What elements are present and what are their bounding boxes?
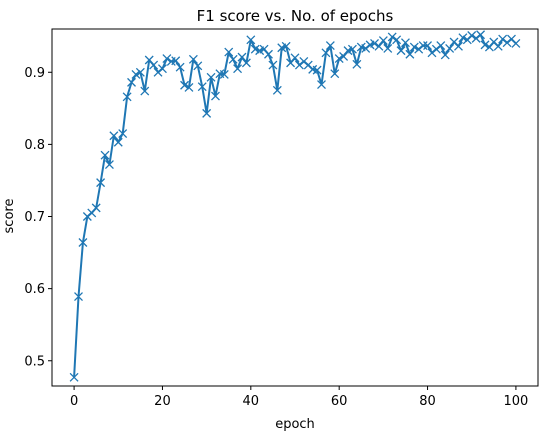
y-tick-label: 0.5 [24, 354, 45, 369]
data-point-marker [321, 48, 331, 58]
data-point-marker [493, 41, 503, 51]
data-point-marker [409, 42, 419, 52]
series-line [73, 33, 517, 378]
x-tick-label: 100 [503, 394, 528, 409]
data-point-marker [91, 203, 101, 213]
x-axis-label: epoch [275, 417, 315, 432]
data-point-marker [74, 292, 83, 302]
data-point-marker [476, 30, 486, 40]
data-point-marker [370, 38, 379, 48]
data-point-marker [352, 59, 362, 69]
data-point-marker [157, 64, 167, 74]
x-tick-label: 20 [154, 394, 171, 409]
data-point-marker [122, 92, 132, 102]
data-point-marker [193, 61, 203, 71]
data-point-marker [109, 131, 119, 141]
data-point-marker [113, 137, 123, 147]
x-tick-label: 60 [331, 394, 348, 409]
data-point-marker [467, 31, 477, 40]
data-point-marker [224, 47, 234, 57]
data-point-marker [317, 80, 326, 89]
x-tick-label: 0 [70, 394, 78, 409]
data-point-marker [135, 67, 145, 77]
y-tick-label: 0.6 [24, 282, 45, 297]
data-point-marker [246, 35, 256, 45]
data-point-marker [162, 54, 172, 64]
y-axis-label: score [2, 199, 17, 234]
data-point-marker [104, 160, 114, 170]
data-point-marker [171, 56, 181, 66]
data-point-marker [241, 58, 251, 68]
x-tick-label: 80 [419, 394, 436, 409]
y-tick-label: 0.9 [24, 66, 45, 81]
data-point-marker [206, 72, 216, 82]
data-point-marker [511, 38, 521, 48]
y-tick-label: 0.8 [24, 138, 45, 153]
data-point-marker [202, 108, 212, 118]
data-point-marker [180, 80, 190, 90]
data-point-marker [458, 33, 468, 43]
data-point-marker [268, 60, 278, 70]
data-point-marker [436, 41, 446, 51]
data-point-marker [440, 50, 450, 60]
data-point-marker [374, 41, 384, 51]
data-point-marker [140, 86, 150, 96]
data-point-marker [281, 41, 291, 51]
plot-area [69, 30, 521, 382]
data-point-marker [118, 129, 128, 139]
data-point-marker [339, 51, 349, 61]
x-tick-label: 40 [243, 394, 260, 409]
y-axis-ticks: 0.5 0.6 0.7 0.8 0.9 [24, 66, 52, 369]
data-point-marker [383, 44, 393, 53]
data-point-marker [96, 178, 106, 188]
data-point-marker [378, 36, 388, 45]
data-point-marker [454, 41, 463, 51]
data-point-marker [387, 32, 397, 42]
data-point-marker [175, 62, 185, 72]
data-point-marker [312, 65, 322, 75]
data-point-marker [228, 54, 238, 64]
data-point-marker [405, 49, 415, 59]
chart-title: F1 score vs. No. of epochs [197, 7, 394, 25]
x-axis-ticks: 0 20 40 60 80 100 [70, 386, 528, 409]
data-point-marker [149, 60, 159, 70]
data-point-marker [131, 69, 141, 79]
data-point-marker [78, 238, 88, 247]
data-point-marker [211, 91, 220, 101]
data-point-marker [184, 82, 194, 92]
data-point-marker [264, 49, 273, 59]
data-point-marker [100, 150, 110, 160]
data-point-marker [330, 69, 340, 79]
data-point-marker [290, 53, 300, 63]
data-point-marker [392, 35, 402, 45]
data-point-marker [233, 64, 243, 74]
data-point-marker [237, 52, 247, 62]
data-point-marker [325, 41, 335, 51]
data-point-marker [188, 54, 198, 64]
data-point-marker [347, 44, 357, 54]
data-point-marker [480, 40, 490, 50]
data-point-marker [197, 82, 207, 92]
data-point-marker [69, 372, 79, 382]
data-point-marker [396, 46, 406, 56]
data-point-marker [219, 69, 229, 79]
data-point-marker [272, 85, 282, 95]
plot-frame [51, 28, 539, 387]
data-point-marker [445, 44, 455, 53]
data-point-marker [423, 41, 433, 51]
data-point-marker [400, 38, 410, 48]
data-point-marker [334, 54, 344, 64]
y-tick-label: 0.7 [24, 210, 45, 225]
data-point-marker [127, 77, 136, 87]
